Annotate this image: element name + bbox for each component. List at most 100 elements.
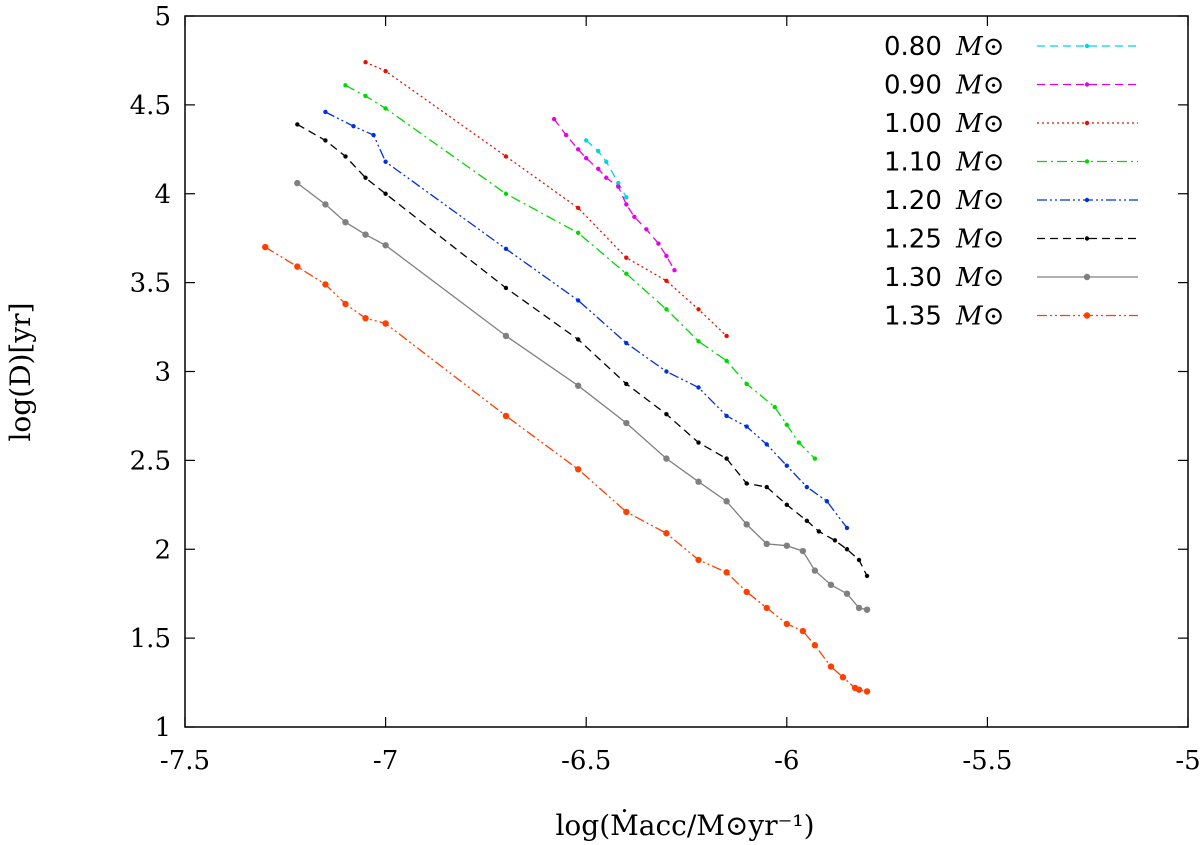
data-point: [695, 478, 702, 485]
data-point: [812, 456, 818, 461]
data-point: [724, 413, 729, 419]
data-point: [824, 499, 830, 504]
data-point: [863, 606, 871, 613]
data-point: [616, 180, 621, 186]
data-point: [764, 442, 769, 447]
data-point: [616, 184, 621, 189]
legend-entry: 1.25 M⊙: [884, 225, 1138, 255]
data-point: [672, 267, 677, 273]
data-point: [839, 674, 847, 681]
data-point: [723, 569, 730, 576]
data-point: [784, 502, 789, 508]
data-point: [343, 154, 348, 159]
data-point: [855, 686, 863, 693]
data-point: [322, 201, 329, 208]
data-point: [723, 498, 730, 505]
data-point: [551, 116, 557, 122]
data-point: [811, 642, 819, 649]
data-point: [624, 381, 629, 387]
legend-entry: 1.00 M⊙: [884, 109, 1138, 139]
data-point: [575, 230, 581, 236]
data-point: [696, 339, 701, 344]
data-point: [811, 567, 819, 574]
data-point: [623, 419, 630, 427]
y-tick-label: 2.5: [130, 446, 171, 476]
data-point: [624, 195, 629, 200]
series-1.30: [294, 179, 871, 613]
y-tick-label: 1.5: [130, 624, 171, 654]
legend-unit: M⊙: [955, 32, 1004, 62]
data-point: [343, 83, 348, 88]
x-tick-label: -5: [1175, 746, 1200, 776]
data-point: [624, 271, 629, 276]
series-line: [296, 123, 868, 577]
data-point: [799, 547, 807, 555]
data-point: [843, 590, 851, 597]
legend-unit: M⊙: [955, 148, 1004, 178]
data-point: [744, 424, 749, 429]
series-1.20: [323, 109, 850, 531]
data-point: [772, 404, 777, 410]
legend-entry: 1.10 M⊙: [884, 148, 1138, 178]
legend-unit: M⊙: [955, 186, 1004, 216]
data-point: [827, 581, 835, 588]
data-point: [383, 159, 388, 164]
data-point: [864, 573, 870, 579]
data-point: [783, 620, 790, 628]
series-1.10: [343, 83, 818, 461]
data-point: [362, 231, 369, 238]
data-point: [624, 255, 629, 260]
legend: 0.80 M⊙0.90 M⊙1.00 M⊙1.10 M⊙1.20 M⊙1.25 M⊙1.30…: [884, 32, 1138, 332]
y-axis-title: log(D)[yr]: [4, 302, 37, 441]
data-point: [575, 147, 581, 152]
data-point: [664, 369, 669, 374]
y-tick-label: 3: [154, 358, 171, 388]
data-point: [596, 148, 601, 154]
data-point: [604, 175, 609, 180]
series-line: [585, 139, 627, 198]
data-point: [362, 314, 369, 322]
series-line: [264, 246, 868, 693]
data-point: [663, 455, 670, 462]
data-point: [804, 484, 810, 490]
data-point: [574, 466, 582, 473]
data-point: [763, 604, 770, 612]
data-point: [844, 547, 850, 552]
data-point: [323, 138, 328, 143]
axes: -7.5 -7 -6.5 -6 -5.5 -5 1 1.5 2 2.5 3 3.5 4 4.5 5: [130, 2, 1200, 776]
data-point: [663, 530, 670, 537]
legend-unit: M⊙: [955, 71, 1004, 101]
y-tick-label: 3.5: [130, 269, 171, 299]
data-point: [363, 175, 368, 180]
data-point: [295, 122, 300, 127]
data-point: [503, 191, 509, 196]
data-point: [724, 333, 729, 339]
data-point: [502, 412, 510, 420]
series-1.00: [363, 60, 729, 339]
x-tick-label: -6: [774, 746, 799, 776]
series-line: [296, 182, 868, 611]
data-point: [644, 227, 649, 232]
data-point: [744, 481, 749, 486]
series-0.80: [584, 138, 629, 200]
data-point: [632, 214, 637, 220]
data-point: [664, 411, 669, 417]
y-tick-label: 4.5: [130, 91, 171, 121]
x-tick-label: -6.5: [561, 746, 611, 776]
data-point: [575, 205, 581, 211]
data-point: [596, 166, 601, 172]
legend-label: 1.25: [884, 225, 942, 255]
legend-entry: 0.80 M⊙: [884, 32, 1138, 62]
legend-entry: 1.20 M⊙: [884, 186, 1138, 216]
data-point: [832, 538, 838, 543]
data-point: [863, 688, 871, 695]
data-point: [604, 159, 609, 164]
data-point: [575, 337, 581, 342]
data-point: [816, 529, 822, 534]
data-point: [827, 663, 835, 670]
legend-label: 0.80: [884, 32, 942, 62]
data-point: [383, 68, 388, 74]
data-point: [383, 191, 388, 196]
data-point: [664, 278, 669, 284]
data-point: [799, 627, 807, 635]
